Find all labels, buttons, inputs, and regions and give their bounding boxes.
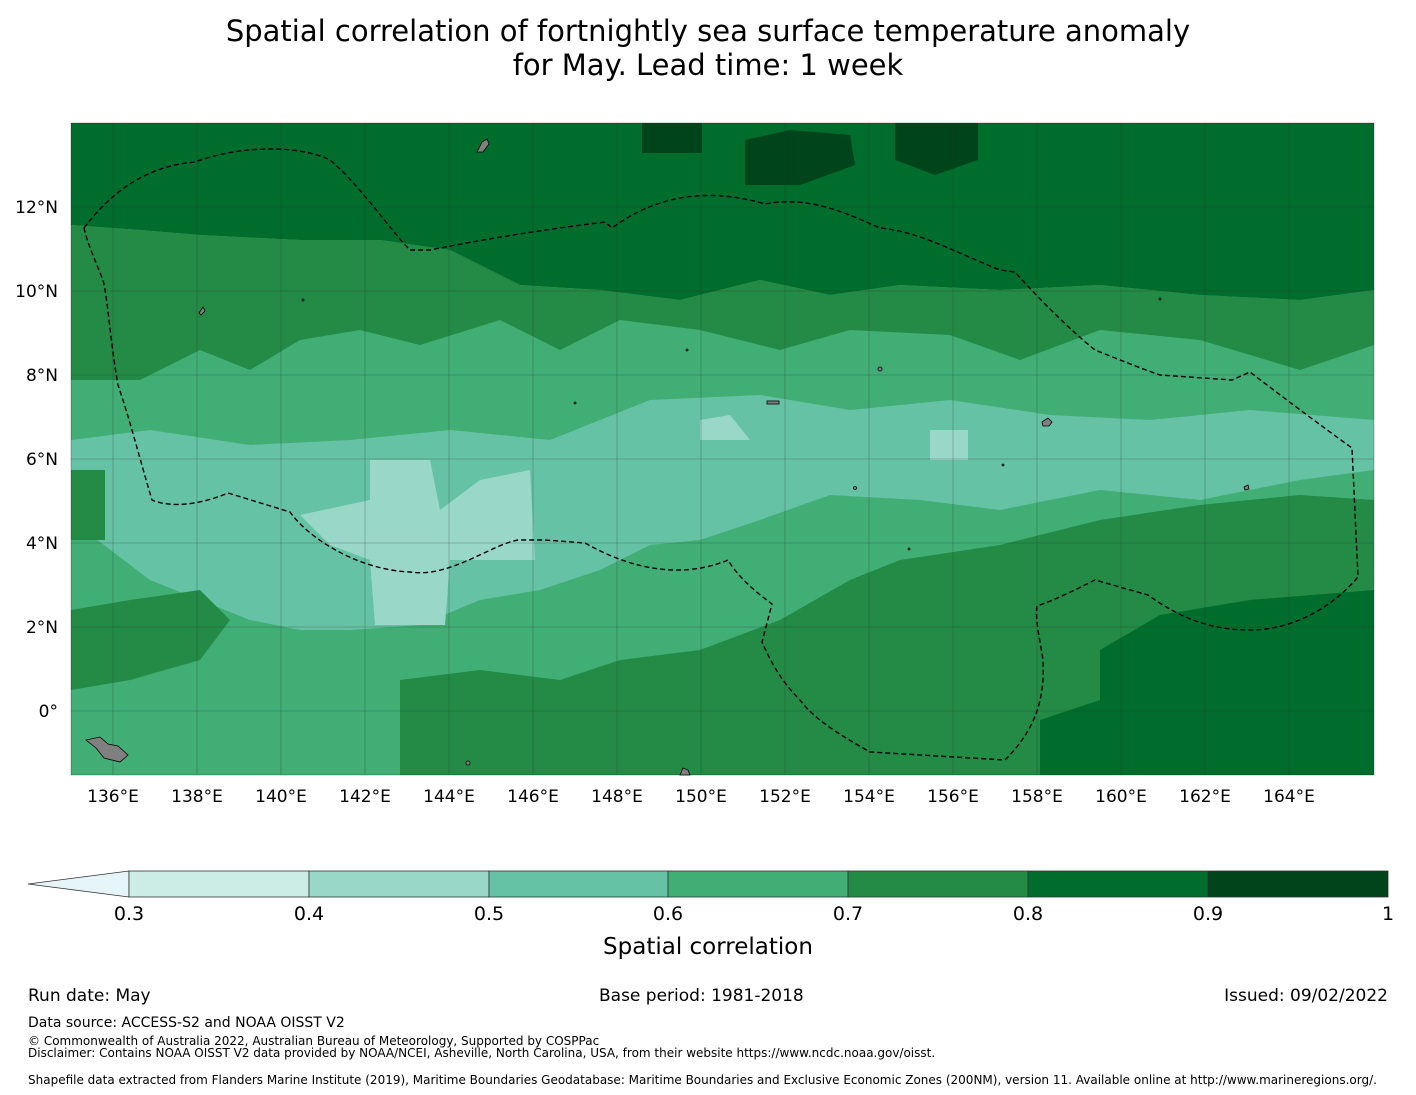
colorbar-bin-2 — [308, 870, 490, 898]
island-new-guinea-coast — [85, 736, 129, 763]
colorbar — [27, 870, 1389, 898]
island-yap — [877, 366, 883, 372]
x-tick-label: 150°E — [675, 787, 727, 807]
x-tick-label: 148°E — [591, 787, 643, 807]
correlation-field — [71, 123, 1374, 775]
colorbar-tick-label: 0.4 — [294, 903, 324, 925]
island-chuuk — [766, 400, 780, 405]
island-palau — [198, 306, 206, 316]
title-line-2: for May. Lead time: 1 week — [512, 48, 904, 82]
chart-title: Spatial correlation of fortnightly sea s… — [0, 14, 1416, 82]
run-date: Run date: May — [28, 986, 151, 1006]
x-tick-label: 162°E — [1179, 787, 1231, 807]
colorbar-bin-4 — [667, 870, 849, 898]
colorbar-tick-label: 0.8 — [1013, 903, 1043, 925]
map-frame — [70, 122, 1375, 776]
land-masses — [85, 138, 1250, 776]
island-kosrae — [1243, 484, 1250, 491]
y-axis-ticks: 12°N 10°N 8°N 6°N 4°N 2°N 0° — [15, 198, 58, 722]
y-tick-label: 10°N — [15, 282, 58, 302]
y-tick-label: 6°N — [26, 450, 58, 470]
colorbar-bin-1 — [128, 870, 310, 898]
y-tick-label: 8°N — [26, 366, 58, 386]
map-gridlines — [71, 123, 1374, 775]
base-period: Base period: 1981-2018 — [599, 986, 804, 1006]
title-line-1: Spatial correlation of fortnightly sea s… — [225, 14, 1191, 48]
x-tick-label: 154°E — [843, 787, 895, 807]
x-tick-label: 160°E — [1095, 787, 1147, 807]
colorbar-tick-label: 0.5 — [474, 903, 504, 925]
x-tick-label: 142°E — [339, 787, 391, 807]
x-tick-label: 144°E — [423, 787, 475, 807]
island-pohnpei — [1041, 417, 1053, 427]
disclaimer: Disclaimer: Contains NOAA OISST V2 data … — [28, 1046, 936, 1060]
island-guam — [476, 138, 490, 153]
shapefile-credit: Shapefile data extracted from Flanders M… — [28, 1073, 1377, 1087]
colorbar-ticks: 0.3 0.4 0.5 0.6 0.7 0.8 0.9 1 — [114, 903, 1394, 925]
data-source: Data source: ACCESS-S2 and NOAA OISST V2 — [28, 1015, 345, 1031]
x-axis-ticks: 136°E 138°E 140°E 142°E 144°E 146°E 148°… — [87, 787, 1315, 807]
colorbar-bin-3 — [488, 870, 669, 898]
colorbar-bin-5 — [847, 870, 1029, 898]
colorbar-bin-6 — [1027, 870, 1209, 898]
colorbar-tick-label: 1 — [1382, 903, 1394, 925]
colorbar-tick-label: 0.6 — [653, 903, 683, 925]
colorbar-title: Spatial correlation — [603, 934, 813, 960]
x-tick-label: 146°E — [507, 787, 559, 807]
island-manus — [679, 767, 691, 776]
x-tick-label: 156°E — [927, 787, 979, 807]
colorbar-bin-7 — [1207, 870, 1389, 898]
x-tick-label: 164°E — [1263, 787, 1315, 807]
copyright: © Commonwealth of Australia 2022, Austra… — [28, 1034, 600, 1048]
y-tick-label: 2°N — [26, 618, 58, 638]
issued-date: Issued: 09/02/2022 — [1224, 986, 1388, 1006]
x-tick-label: 158°E — [1011, 787, 1063, 807]
colorbar-tick-label: 0.3 — [114, 903, 144, 925]
x-tick-label: 152°E — [759, 787, 811, 807]
colorbar-tick-label: 0.7 — [833, 903, 863, 925]
y-tick-label: 0° — [39, 702, 58, 722]
eez-boundary-line — [83, 148, 1359, 761]
colorbar-tick-label: 0.9 — [1193, 903, 1223, 925]
x-tick-label: 140°E — [255, 787, 307, 807]
x-tick-label: 138°E — [171, 787, 223, 807]
y-tick-label: 12°N — [15, 198, 58, 218]
x-tick-label: 136°E — [87, 787, 139, 807]
y-tick-label: 4°N — [26, 534, 58, 554]
colorbar-under-triangle — [27, 870, 130, 898]
